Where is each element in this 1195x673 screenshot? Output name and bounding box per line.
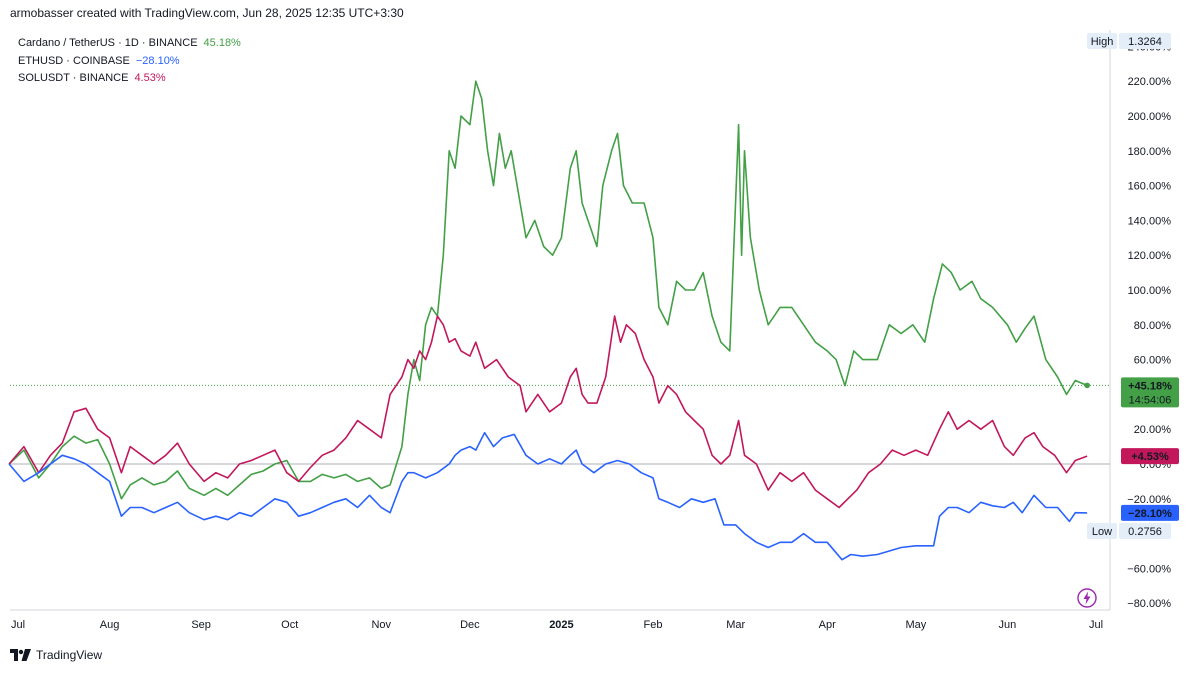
tag-box [1087,33,1117,49]
footer: TradingView [10,648,102,662]
x-tick-label: Apr [819,619,836,631]
badge-value: +4.53% [1131,451,1169,463]
series-layer [8,80,1090,561]
low-tag: Low 0.2756 [1087,523,1171,539]
legend-label: ETHUSD · COINBASE [18,54,130,67]
series-line-0 [8,80,1088,500]
lightning-icon[interactable] [1077,588,1097,608]
badge-value: −28.10% [1128,508,1172,520]
x-tick-label: Oct [281,619,298,631]
x-tick-label: Feb [644,619,663,631]
legend-change: −28.10% [135,54,180,67]
badge-box [1121,504,1179,521]
y-tick-label: 140.00% [1128,215,1172,227]
x-tick-label: 2025 [549,619,573,631]
y-tick-label: 160.00% [1128,181,1172,193]
grid-layer [10,30,1111,611]
tag-value: 1.3264 [1128,36,1162,48]
series-line-1 [8,315,1088,509]
legend-change: 4.53% [134,72,166,84]
badge-value: +45.18% [1128,380,1172,392]
x-tick-label: Jul [11,619,25,631]
tag-value: 0.2756 [1128,526,1162,538]
label-layer: High 1.3264 Low 0.2756 +45.18% 14:54:06 +4.53%… [1087,33,1179,539]
y-tick-label: −20.00% [1127,494,1171,506]
chart-header: armobasser created with TradingView.com,… [10,6,404,20]
x-tick-label: Dec [460,619,480,631]
legend-label: SOLUSDT · BINANCE [18,72,129,84]
legend-item-ada[interactable]: Cardano / TetherUS · 1D · BINANCE 45.18% [18,35,241,53]
y-tick-label: 200.00% [1128,111,1172,123]
tag-label: High [1091,36,1114,48]
legend-change: 45.18% [203,37,241,49]
last-point-dot [1084,382,1090,389]
x-tick-label: Jul [1089,619,1103,631]
footer-brand[interactable]: TradingView [36,648,103,662]
x-tick-label: May [905,619,926,631]
badge-box [1121,377,1179,408]
tradingview-logo-icon [10,649,31,661]
last-value-badge: −28.10% [1121,504,1179,521]
badge-countdown: 14:54:06 [1129,394,1172,406]
tag-label: Low [1092,526,1112,538]
y-tick-label: 80.00% [1134,320,1172,332]
x-tick-label: Aug [100,619,120,631]
legend-label: Cardano / TetherUS · 1D · BINANCE [18,37,198,49]
x-tick-label: Jun [999,619,1017,631]
legend: Cardano / TetherUS · 1D · BINANCE 45.18% … [18,35,241,88]
x-tick-label: Nov [371,619,391,631]
y-tick-label: 120.00% [1128,250,1172,262]
tag-box [1087,523,1117,539]
y-tick-label: 180.00% [1128,146,1172,158]
series-line-2 [8,431,1088,561]
tag-value-box [1119,33,1171,49]
axis-layer: 240.00%220.00%200.00%180.00%160.00%140.0… [11,41,1171,631]
last-value-badge: +4.53% [1121,448,1179,465]
tag-value-box [1119,523,1171,539]
legend-item-eth[interactable]: ETHUSD · COINBASE −28.10% [18,53,241,71]
y-tick-label: 100.00% [1128,285,1172,297]
x-tick-label: Mar [726,619,745,631]
legend-item-sol[interactable]: SOLUSDT · BINANCE 4.53% [18,70,241,88]
y-tick-label: −60.00% [1127,563,1171,575]
y-tick-label: −80.00% [1127,598,1171,610]
y-tick-label: 60.00% [1134,355,1172,367]
y-tick-label: 20.00% [1134,424,1172,436]
x-tick-label: Sep [191,619,211,631]
last-value-badge: +45.18% 14:54:06 [1121,377,1179,408]
high-tag: High 1.3264 [1087,33,1171,49]
badge-box [1121,448,1179,465]
y-tick-label: 220.00% [1128,76,1172,88]
